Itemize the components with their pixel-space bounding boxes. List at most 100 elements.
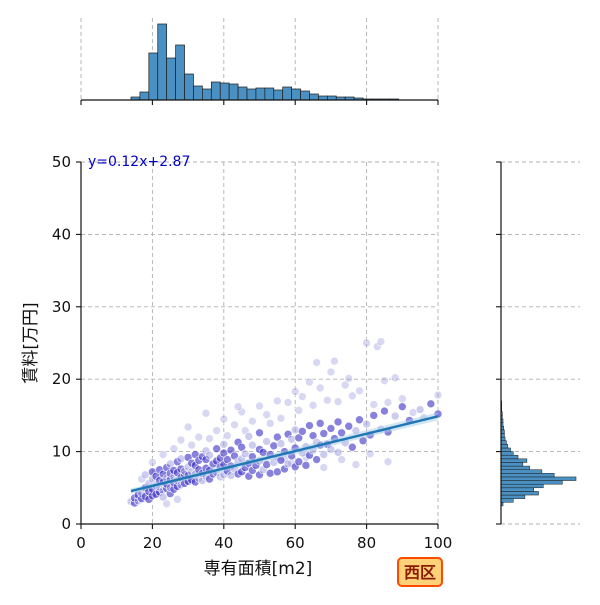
ward-badge: 西区 bbox=[397, 557, 443, 587]
scatter-point bbox=[369, 400, 379, 409]
scatter-point bbox=[351, 460, 361, 469]
y-tick-label: 50 bbox=[52, 153, 71, 171]
scatter-point bbox=[212, 426, 221, 435]
right-hist-bar bbox=[500, 491, 539, 496]
scatter-point bbox=[230, 420, 239, 430]
scatter-point bbox=[262, 437, 271, 446]
top-hist-bar bbox=[309, 93, 319, 101]
scatter-point bbox=[237, 442, 246, 452]
scatter-point bbox=[280, 464, 289, 474]
scatter-point bbox=[355, 386, 364, 396]
scatter-point bbox=[369, 411, 379, 420]
scatter-point bbox=[294, 457, 304, 467]
top-hist-bar bbox=[166, 57, 176, 101]
x-tick-label: 60 bbox=[286, 534, 305, 552]
scatter-point bbox=[308, 400, 318, 410]
right-hist-bar bbox=[500, 473, 555, 478]
scatter-point bbox=[290, 425, 300, 435]
scatter-point bbox=[337, 428, 346, 438]
scatter-point bbox=[223, 455, 232, 464]
scatter-point bbox=[340, 380, 350, 390]
right-hist-bar bbox=[500, 483, 544, 489]
scatter-point bbox=[373, 342, 382, 351]
scatter-point bbox=[273, 467, 282, 477]
scatter-point bbox=[201, 408, 211, 418]
ward-badge-box bbox=[397, 557, 443, 587]
scatter-point bbox=[348, 391, 357, 401]
y-tick-label: 10 bbox=[52, 443, 71, 461]
scatter-point bbox=[283, 398, 293, 407]
top-hist-bar bbox=[291, 88, 301, 101]
scatter-point bbox=[176, 454, 186, 464]
y-tick-label: 20 bbox=[52, 370, 71, 388]
scatter-point bbox=[326, 445, 336, 454]
x-tick-label: 0 bbox=[76, 534, 86, 552]
regression-line bbox=[130, 415, 439, 493]
scatter-point bbox=[283, 459, 293, 469]
top-hist-bar bbox=[300, 90, 310, 101]
scatter-point bbox=[333, 417, 343, 427]
right-hist-bar bbox=[500, 480, 563, 485]
scatter-point bbox=[298, 392, 307, 401]
scatter-point bbox=[194, 432, 204, 442]
scatter-point bbox=[390, 373, 400, 383]
scatter-point bbox=[397, 402, 407, 412]
scatter-point bbox=[315, 419, 325, 428]
regression-equation: y=0.12x+2.87 bbox=[88, 154, 190, 170]
top-hist-bar bbox=[219, 82, 230, 101]
scatter-point bbox=[344, 421, 354, 431]
x-tick-label: 20 bbox=[143, 534, 162, 552]
scatter-point bbox=[205, 434, 214, 443]
scatter-point bbox=[137, 474, 146, 484]
right-hist-bar bbox=[500, 498, 514, 503]
scatter-point bbox=[290, 387, 300, 396]
scatter-point bbox=[255, 428, 264, 438]
scatter-point bbox=[233, 402, 243, 412]
right-hist-bar bbox=[500, 487, 534, 492]
top-hist-bar bbox=[139, 91, 150, 101]
scatter-point bbox=[305, 450, 314, 460]
right-hist-bar bbox=[500, 458, 528, 463]
scatter-point bbox=[223, 431, 232, 440]
scatter-point bbox=[183, 422, 193, 432]
scatter-point bbox=[158, 492, 168, 502]
x-tick-label: 80 bbox=[357, 534, 376, 552]
top-hist-bar bbox=[246, 88, 257, 101]
scatter-point bbox=[140, 470, 150, 480]
scatter-point bbox=[273, 432, 282, 442]
scatter-point bbox=[380, 406, 389, 416]
scatter-point bbox=[294, 433, 304, 443]
right-hist-bar bbox=[500, 476, 577, 481]
top-hist-bar bbox=[202, 88, 212, 101]
scatter-point bbox=[219, 440, 229, 449]
scatter-point bbox=[326, 367, 336, 377]
top-hist-bar bbox=[273, 89, 284, 101]
scatter-point bbox=[173, 495, 182, 504]
scatter-point bbox=[248, 416, 257, 426]
scatter-point bbox=[312, 358, 321, 367]
scatter-point bbox=[333, 448, 343, 457]
scatter-point bbox=[344, 374, 354, 383]
scatter-point bbox=[365, 449, 375, 459]
scatter-point bbox=[415, 405, 425, 414]
scatter-point bbox=[337, 455, 346, 464]
y-axis-label: 賃料[万円] bbox=[21, 302, 41, 383]
scatter-point bbox=[305, 377, 314, 387]
scatter-point bbox=[212, 444, 221, 454]
scatter-point bbox=[330, 356, 339, 366]
top-hist-bar bbox=[157, 23, 168, 101]
scatter-point bbox=[312, 455, 321, 464]
scatter-point bbox=[283, 429, 293, 439]
scatter-point bbox=[158, 450, 168, 459]
x-tick-label: 100 bbox=[424, 534, 453, 552]
scatter-point bbox=[362, 338, 371, 348]
scatter-point bbox=[305, 421, 314, 430]
right-hist-bar bbox=[500, 454, 519, 460]
scatter-point bbox=[265, 469, 275, 478]
x-axis-label: 専有面積[m2] bbox=[204, 559, 313, 579]
right-hist-bar bbox=[500, 444, 509, 449]
scatter-point bbox=[173, 457, 182, 467]
top-hist-bar bbox=[228, 83, 239, 101]
scatter-point bbox=[201, 446, 211, 456]
scatter-point bbox=[162, 499, 171, 509]
